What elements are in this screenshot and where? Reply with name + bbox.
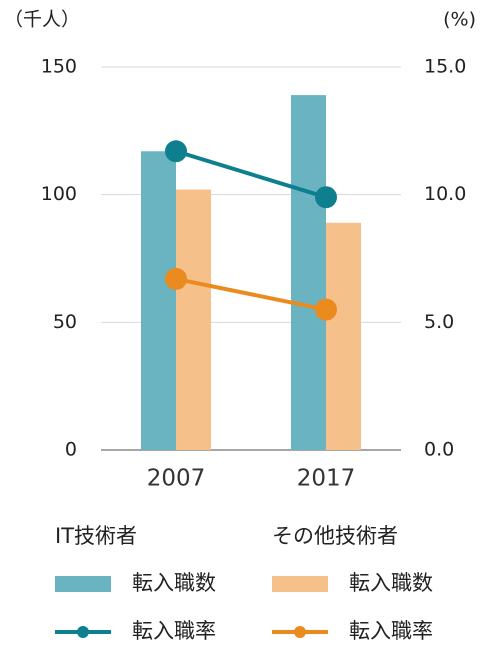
y-tick-label: 50: [53, 311, 77, 333]
bar: [326, 222, 361, 450]
line: [175, 149, 327, 200]
x-tick-label: 2017: [297, 466, 356, 492]
y-tick-label: 150: [41, 56, 77, 78]
legend-label: 転入職数: [132, 571, 216, 595]
y2-axis-label: (%): [443, 9, 476, 31]
legend-swatch: [272, 576, 328, 592]
bar: [176, 189, 211, 450]
y-axis-label: （千人）: [4, 9, 80, 31]
line-point: [315, 298, 337, 321]
legend-swatch: [55, 576, 111, 592]
y2-tick-label: 15.0: [424, 56, 466, 78]
legend-swatch-point: [294, 626, 306, 638]
y2-tick-label: 10.0: [424, 183, 466, 205]
x-tick-label: 2007: [147, 466, 206, 492]
line: [175, 276, 327, 312]
legend-label: 転入職率: [349, 619, 433, 643]
y2-tick-label: 5.0: [424, 311, 454, 333]
line-point: [165, 267, 187, 290]
legend-label: 転入職数: [349, 571, 433, 595]
legend-label: 転入職率: [132, 619, 216, 643]
line-point: [165, 140, 187, 163]
y-tick-label: 0: [65, 439, 77, 461]
line-point: [315, 186, 337, 209]
legend-group-title: IT技術者: [55, 524, 137, 548]
bar: [141, 151, 176, 450]
legend-group-title: その他技術者: [272, 524, 398, 548]
legend-swatch-point: [77, 626, 89, 638]
bar: [291, 95, 326, 450]
y-tick-label: 100: [41, 183, 77, 205]
y2-tick-label: 0.0: [424, 439, 454, 461]
